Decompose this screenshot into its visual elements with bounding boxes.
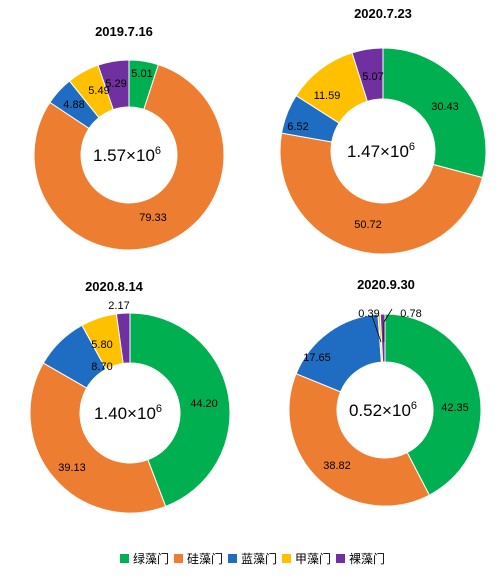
- donut-panel-4: 2020.9.30 42.35 38.82 17.65 0.39 0.78 0.52×106: [288, 277, 482, 507]
- data-label: 39.13: [58, 462, 86, 474]
- legend-swatch: [174, 554, 183, 563]
- data-label: 0.78: [400, 308, 421, 320]
- donut-slice: [129, 312, 231, 508]
- legend-item: 裸藻门: [336, 551, 385, 566]
- legend: 绿藻门 硅藻门 蓝藻门 甲藻门 裸藻门: [120, 551, 385, 566]
- data-label: 5.49: [88, 85, 109, 97]
- data-label: 44.20: [190, 398, 218, 410]
- legend-swatch: [336, 554, 345, 563]
- donut-slice: [288, 373, 431, 507]
- legend-swatch: [282, 554, 291, 563]
- data-label: 17.65: [303, 352, 331, 364]
- legend-swatch: [120, 554, 129, 563]
- legend-label: 蓝藻门: [241, 551, 277, 566]
- data-label: 6.52: [287, 121, 308, 133]
- donut-panel-1: 2019.7.16 5.01 79.33 4.88 5.495.29 1.57×106: [33, 24, 225, 251]
- data-label: 38.82: [323, 460, 351, 472]
- donut-panel-2: 2020.7.23 30.43 50.72 6.52 11.59 5.07 1.47×106: [279, 6, 487, 255]
- legend-item: 硅藻门: [174, 551, 223, 566]
- donut-panel-3: 2020.8.14 44.20 39.13 8.70 5.80 2.17 1.40×106: [29, 279, 231, 514]
- leader-line: [371, 315, 382, 343]
- donut-slice: [279, 132, 484, 255]
- legend-item: 甲藻门: [282, 551, 331, 566]
- data-label: 5.01: [131, 68, 152, 80]
- leader-line: [383, 308, 393, 323]
- panel-title: 2020.8.14: [85, 279, 144, 294]
- panel-title: 2019.7.16: [95, 24, 153, 39]
- panel-title: 2020.7.23: [354, 6, 412, 21]
- panel-title: 2020.9.30: [357, 277, 415, 292]
- data-label: 30.43: [431, 101, 459, 113]
- data-label: 0.39: [358, 308, 379, 320]
- center-total-label: 1.47×106: [347, 141, 415, 161]
- data-label: 11.59: [314, 90, 341, 102]
- donut-slice: [384, 313, 482, 496]
- legend-label: 硅藻门: [187, 551, 223, 566]
- donut-slice: [33, 64, 225, 251]
- legend-swatch: [228, 554, 237, 563]
- data-label: 5.80: [91, 339, 112, 351]
- legend-label: 裸藻门: [349, 551, 385, 566]
- legend-label: 甲藻门: [295, 551, 331, 566]
- center-total-label: 1.57×106: [93, 145, 161, 165]
- data-label: 8.70: [91, 361, 112, 373]
- donut-slice: [351, 47, 384, 103]
- data-label: 5.07: [362, 71, 383, 83]
- legend-item: 蓝藻门: [228, 551, 277, 566]
- center-total-label: 1.40×106: [94, 403, 162, 423]
- center-total-label: 0.52×106: [349, 400, 417, 420]
- data-label: 5.29: [105, 78, 126, 90]
- donut-slice: [97, 59, 130, 111]
- legend-label: 绿藻门: [133, 551, 169, 566]
- data-label: 2.17: [108, 300, 129, 312]
- legend-item: 绿藻门: [120, 551, 169, 566]
- data-label: 50.72: [354, 219, 382, 231]
- data-label: 4.88: [63, 99, 84, 111]
- data-label: 79.33: [139, 212, 167, 224]
- donut-slice: [382, 47, 487, 179]
- donut-slice: [29, 362, 167, 514]
- data-label: 42.35: [441, 402, 469, 414]
- donut-slice: [115, 312, 131, 365]
